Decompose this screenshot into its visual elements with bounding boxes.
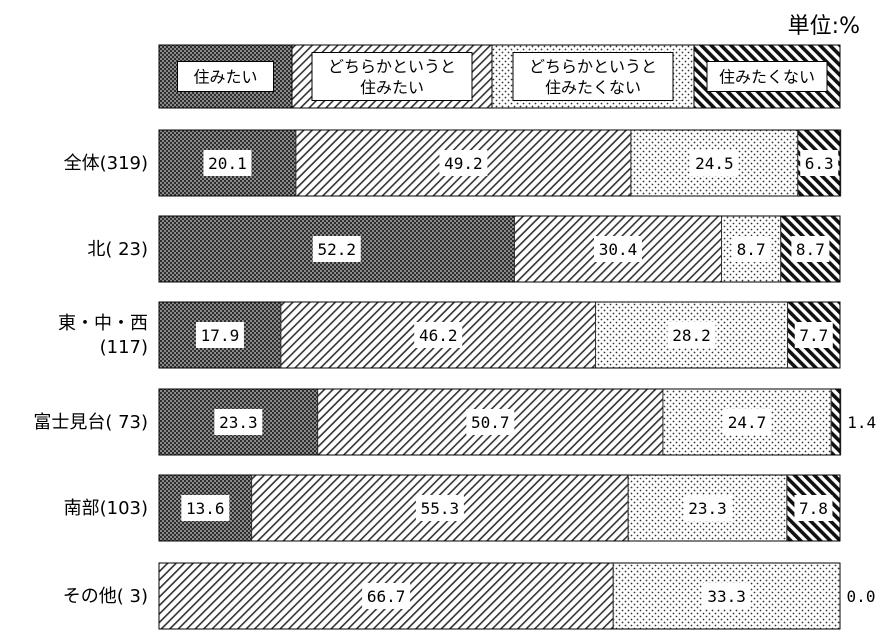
value-label: 13.6 <box>186 499 225 518</box>
bar-outline <box>158 474 841 542</box>
value-label-bg <box>415 495 464 521</box>
value-label: 6.3 <box>805 154 834 173</box>
value-label: 55.3 <box>421 499 460 518</box>
value-label-bg <box>466 409 515 435</box>
unit-label: 単位:% <box>788 14 860 39</box>
value-label-bg <box>312 236 361 262</box>
value-label: 30.4 <box>599 240 638 259</box>
value-label: 7.8 <box>799 499 828 518</box>
value-label: 7.7 <box>799 326 828 345</box>
value-label: 17.9 <box>201 326 240 345</box>
value-label-bg <box>414 322 463 348</box>
value-label-bg <box>800 150 839 176</box>
bar-row: 東・中・西 (117) 17.9 46.2 28.2 7.7 <box>58 301 841 369</box>
category-label: 富士見台( 73) <box>33 412 148 433</box>
bar-row: 富士見台( 73) 23.3 50.7 24.7 1.4 <box>33 388 876 456</box>
bar-outline <box>158 301 841 369</box>
bar-outline <box>158 388 841 456</box>
bar-row: その他( 3)0.066.733.30.0 <box>63 562 876 630</box>
legend-label-box <box>706 61 828 92</box>
value-label-bg <box>593 236 642 262</box>
value-label-bg <box>791 236 830 262</box>
value-label-bg <box>203 150 252 176</box>
value-label: 33.3 <box>707 587 746 606</box>
value-label: 23.3 <box>688 499 727 518</box>
value-label-bg <box>214 409 263 435</box>
value-label-bg <box>690 150 739 176</box>
value-label-bg <box>667 322 716 348</box>
bar-row: 全体(319) 20.1 49.2 24.5 6.3 <box>64 129 842 197</box>
value-label-bg <box>723 409 772 435</box>
value-label: 24.7 <box>728 413 767 432</box>
value-label-bg <box>702 583 751 609</box>
value-label-bg <box>683 495 732 521</box>
value-label: 8.7 <box>796 240 825 259</box>
value-label: 1.4 <box>847 413 876 432</box>
value-label-bg <box>439 150 488 176</box>
bar-row: 北( 23) 52.2 30.4 8.7 8.7 <box>87 215 841 283</box>
bar-outline <box>158 215 841 283</box>
legend-label: 住みたくない <box>719 68 815 87</box>
value-label: 46.2 <box>419 326 458 345</box>
legend-label: 住みたい <box>360 78 424 97</box>
value-label: 50.7 <box>471 413 510 432</box>
value-label: 8.7 <box>737 240 766 259</box>
legend-label: 住みたくない <box>545 78 641 97</box>
value-label-bg <box>732 236 771 262</box>
value-label-bg <box>794 322 833 348</box>
value-label-bg <box>181 495 230 521</box>
bar-row: 南部(103) 13.6 55.3 23.3 7.8 <box>64 474 841 542</box>
legend-label: どちらかというと <box>529 57 657 76</box>
value-label-bg <box>195 322 244 348</box>
legend-label: どちらかというと <box>328 57 456 76</box>
value-label-bg <box>362 583 411 609</box>
bars: 全体(319) 20.1 49.2 24.5 6.3 北( 23) 52.2 30.4 8.7 8… <box>33 129 876 630</box>
category-label: その他( 3) <box>63 586 148 607</box>
bar-outline <box>158 562 841 630</box>
legend-label: 住みたい <box>193 68 257 87</box>
category-label: 北( 23) <box>87 239 148 260</box>
category-label: (117) <box>100 337 148 358</box>
value-label-bg <box>794 495 833 521</box>
value-label: 28.2 <box>672 326 711 345</box>
value-label: 52.2 <box>317 240 356 259</box>
legend-label-box <box>177 61 274 92</box>
category-label: 全体(319) <box>64 153 148 174</box>
value-label: 0.0 <box>847 587 876 606</box>
value-label: 49.2 <box>444 154 483 173</box>
category-label: 南部(103) <box>64 498 148 519</box>
value-label: 66.7 <box>367 587 406 606</box>
value-label: 20.1 <box>208 154 247 173</box>
value-label: 23.3 <box>219 413 258 432</box>
legend-label-box <box>311 52 473 101</box>
bar-segment <box>830 388 842 456</box>
category-label: 東・中・西 <box>58 313 148 334</box>
legend-label-box <box>512 52 674 101</box>
bar-outline <box>158 129 841 197</box>
value-label: 24.5 <box>695 154 734 173</box>
